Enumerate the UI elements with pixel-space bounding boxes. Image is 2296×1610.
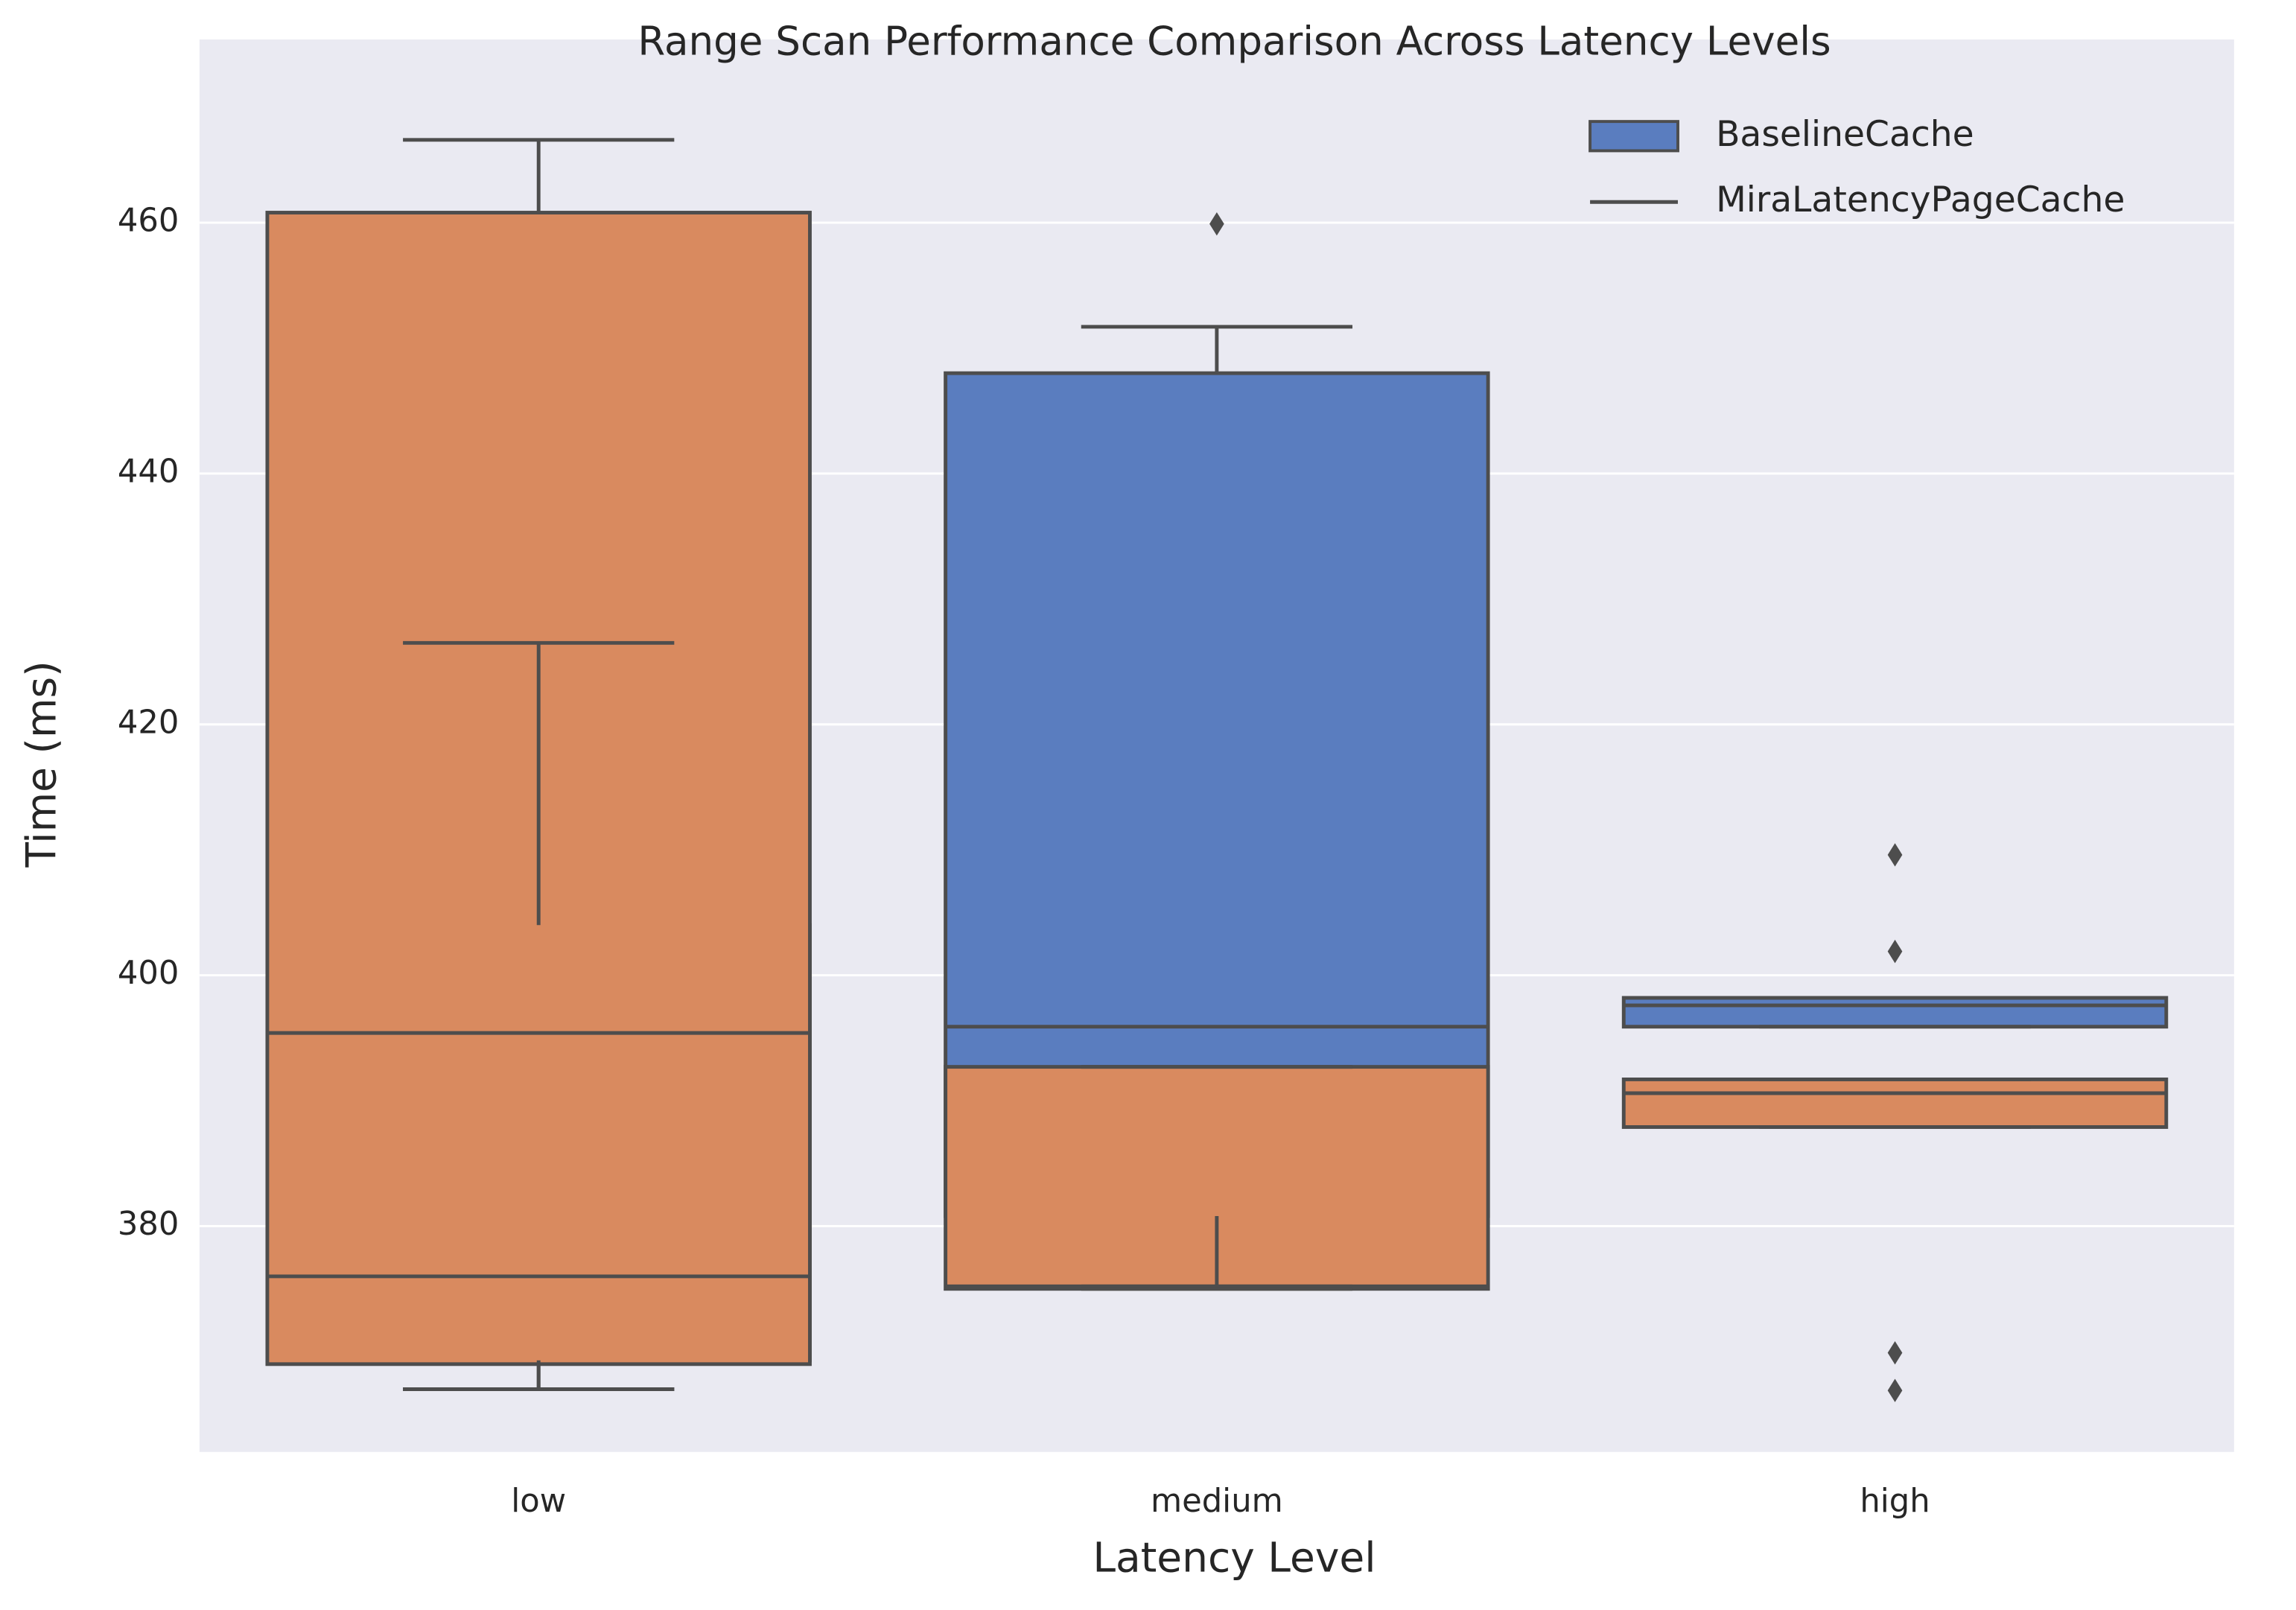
y-axis-label: Time (ms): [18, 661, 66, 868]
chart-title: Range Scan Performance Comparison Across…: [637, 19, 1831, 65]
y-tick-label: 440: [118, 453, 179, 490]
legend: BaselineCache MiraLatencyPageCache: [1589, 114, 2125, 220]
boxes: [265, 211, 2169, 1366]
y-tick-label: 400: [118, 955, 179, 992]
box: [1621, 1077, 2169, 1129]
x-tick-label: medium: [1151, 1483, 1283, 1520]
legend-label: BaselineCache: [1716, 114, 1974, 155]
labels: 380 400 420 440 460 low medium high: [118, 202, 1930, 1520]
box: [1621, 996, 2169, 1029]
y-tick-label: 460: [118, 202, 179, 239]
x-tick-label: high: [1860, 1483, 1930, 1520]
box-lines: [267, 138, 2166, 1402]
y-tick-label: 420: [118, 704, 179, 741]
legend-swatch: [1589, 120, 1679, 153]
y-tick-label: 380: [118, 1206, 179, 1243]
x-tick-label: low: [511, 1483, 566, 1520]
x-axis-label: Latency Level: [1093, 1533, 1376, 1581]
legend-label: MiraLatencyPageCache: [1716, 179, 2125, 220]
